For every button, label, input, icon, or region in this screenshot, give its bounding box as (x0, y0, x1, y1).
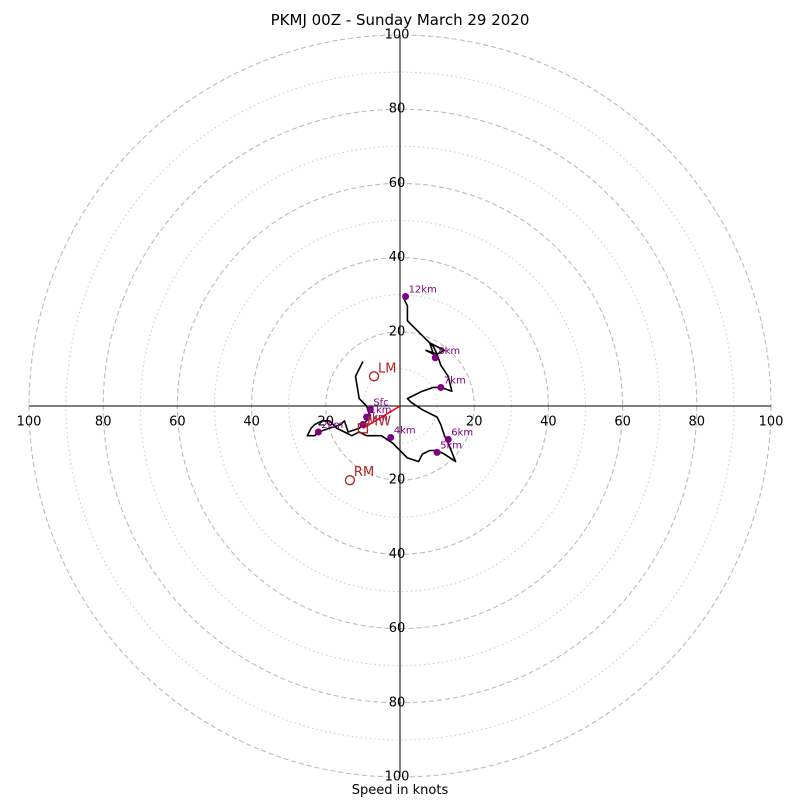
chart-title: PKMJ 00Z - Sunday March 29 2020 (270, 11, 530, 29)
height-marker-6km (444, 435, 452, 443)
tick-label-right-20: 20 (466, 415, 483, 430)
height-label-8km: 8km (438, 346, 460, 357)
shear-vector (362, 405, 401, 429)
height-marker-7km (437, 383, 445, 391)
height-label-2km: 2km (321, 420, 343, 431)
height-label-4km: 4km (394, 426, 416, 437)
height-marker-4km (387, 434, 395, 442)
tick-label-right-60: 60 (614, 415, 631, 430)
tick-label-left-60: 60 (169, 415, 186, 430)
tick-label-right-80: 80 (689, 415, 706, 430)
tick-label-right-100: 100 (759, 415, 784, 430)
tick-label-top-20: 20 (389, 324, 406, 339)
tick-label-right-40: 40 (540, 415, 557, 430)
tick-label-top-80: 80 (389, 102, 406, 117)
height-marker-3km (359, 421, 367, 429)
tick-label-left-20: 20 (318, 415, 335, 430)
height-marker-2km (314, 428, 322, 436)
hodograph-trace (306, 294, 457, 463)
tick-label-bottom-40: 40 (389, 547, 406, 562)
height-label-12km: 12km (409, 285, 437, 296)
tick-label-bottom-20: 20 (389, 473, 406, 488)
storm-motion-label-lm: LM (378, 361, 396, 376)
tick-label-top-40: 40 (389, 250, 406, 265)
height-label-6km: 6km (451, 427, 473, 438)
mean-wind-label: MW (367, 414, 391, 429)
height-marker-sfc (366, 406, 374, 414)
height-label-sfc: Sfc (373, 398, 388, 409)
height-marker-12km (402, 293, 410, 301)
tick-labels: 100 100 100 100 80 80 80 80 60 60 60 60 40 40 40 40 20 20… (17, 28, 784, 785)
height-label-1km: 1km (370, 405, 392, 416)
tick-label-top-60: 60 (389, 176, 406, 191)
tick-label-left-40: 40 (243, 415, 260, 430)
x-axis-label: Speed in knots (351, 783, 449, 798)
storm-motion-label-rm: RM (354, 465, 374, 480)
height-marker-1km (363, 413, 371, 421)
tick-label-top-100: 100 (385, 28, 410, 43)
tick-label-bottom-60: 60 (389, 621, 406, 636)
height-label-3km: 3km (366, 413, 388, 424)
storm-motion-marker-lm (368, 371, 380, 382)
tick-label-bottom-100: 100 (385, 770, 410, 785)
height-marker-8km (431, 354, 439, 362)
storm-motion-marker-rm (344, 475, 356, 486)
tick-label-left-100: 100 (17, 415, 42, 430)
height-label-7km: 7km (444, 375, 466, 386)
mean-wind-marker (357, 423, 369, 434)
tick-label-left-80: 80 (95, 415, 112, 430)
tick-label-bottom-80: 80 (389, 695, 406, 710)
height-label-5km: 5km (440, 440, 462, 451)
height-marker-5km (433, 448, 441, 456)
